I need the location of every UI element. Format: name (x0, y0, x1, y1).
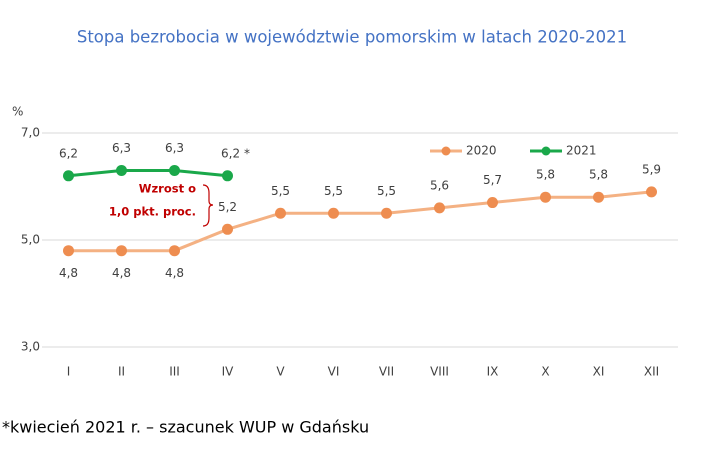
x-tick-label: I (67, 365, 71, 379)
data-point (63, 245, 74, 257)
data-label: 4,8 (59, 266, 78, 280)
data-label: 5,2 (218, 200, 237, 214)
legend-marker (541, 146, 551, 156)
data-label: 5,5 (324, 184, 343, 198)
x-tick-label: XII (644, 365, 659, 379)
data-label: 5,5 (377, 184, 396, 198)
data-point (487, 197, 498, 209)
data-label: 4,8 (112, 266, 131, 280)
annotation: Wzrost o (139, 182, 196, 196)
data-point (434, 202, 445, 214)
x-tick-label: III (169, 365, 180, 379)
y-tick-label: 3,0 (21, 340, 40, 354)
x-tick-label: VI (328, 365, 340, 379)
data-label: 4,8 (165, 266, 184, 280)
x-tick-label: X (541, 365, 549, 379)
y-axis-label: % (12, 105, 23, 119)
data-label: 5,6 (430, 178, 449, 192)
x-tick-label: XI (593, 365, 605, 379)
data-point (116, 164, 127, 176)
data-point (222, 170, 233, 182)
data-point (222, 223, 233, 235)
data-point (328, 207, 339, 219)
chart-title: Stopa bezrobocia w województwie pomorski… (77, 28, 627, 47)
x-tick-label: II (118, 365, 125, 379)
data-point (275, 207, 286, 219)
series-line (68, 190, 652, 253)
data-point (169, 164, 180, 176)
annotation-brace (202, 184, 214, 227)
x-tick-label: IX (487, 365, 499, 379)
data-label: 5,5 (271, 184, 290, 198)
legend-label: 2020 (466, 144, 497, 158)
legend-label: 2021 (566, 144, 597, 158)
data-point (116, 245, 127, 257)
data-label: 6,2 * (221, 146, 250, 160)
x-tick-label: V (276, 365, 285, 379)
data-point (169, 245, 180, 257)
data-point (646, 186, 657, 198)
x-tick-label: VII (379, 365, 394, 379)
data-label: 6,3 (165, 141, 184, 155)
annotation: 1,0 pkt. proc. (109, 205, 196, 219)
data-point (593, 191, 604, 203)
series-line (68, 168, 228, 178)
footnote: *kwiecień 2021 r. – szacunek WUP w Gdańs… (2, 418, 369, 437)
y-tick-label: 5,0 (21, 233, 40, 247)
data-point (540, 191, 551, 203)
data-label: 5,8 (589, 168, 608, 182)
y-tick-label: 7,0 (21, 126, 40, 140)
data-label: 6,3 (112, 141, 131, 155)
data-label: 5,8 (536, 168, 555, 182)
data-point (381, 207, 392, 219)
data-point (63, 170, 74, 182)
data-label: 6,2 (59, 146, 78, 160)
legend-marker (441, 146, 451, 156)
x-tick-label: VIII (430, 365, 449, 379)
x-tick-label: IV (222, 365, 235, 379)
data-label: 5,7 (483, 173, 502, 187)
data-label: 5,9 (642, 162, 661, 176)
